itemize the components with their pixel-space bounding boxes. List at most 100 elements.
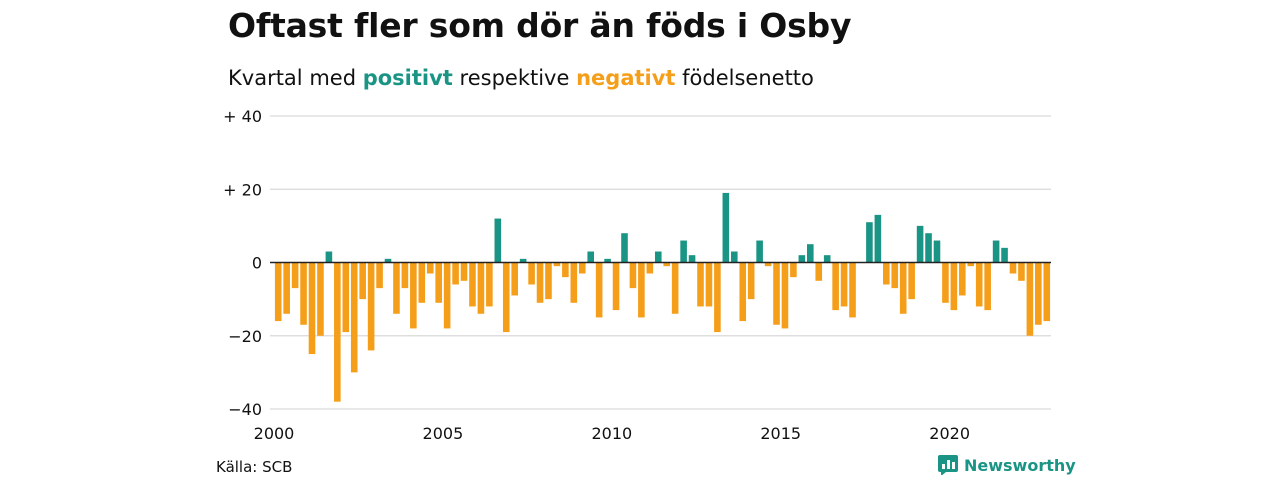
bar-negative xyxy=(1026,262,1034,336)
bar-negative xyxy=(950,262,958,311)
subtitle-prefix: Kvartal med xyxy=(228,66,357,90)
bar-positive xyxy=(916,225,924,263)
x-tick-label: 2010 xyxy=(591,424,632,443)
subtitle-positive-word: positivt xyxy=(362,66,453,90)
bar-negative xyxy=(367,262,375,351)
bar-negative xyxy=(891,262,899,289)
bar-negative xyxy=(443,262,451,329)
bar-chart-icon xyxy=(938,455,958,475)
bar-negative xyxy=(764,262,772,267)
bar-positive xyxy=(621,233,628,263)
bar-negative xyxy=(401,262,409,289)
bar-negative xyxy=(536,262,544,303)
bar-negative xyxy=(469,262,476,307)
bar-negative xyxy=(570,262,578,303)
subtitle-negative-word: negativt xyxy=(576,66,676,90)
bar-negative xyxy=(815,262,823,281)
bar-negative xyxy=(739,262,747,322)
bar-negative xyxy=(410,262,417,329)
bar-negative xyxy=(334,262,341,402)
x-tick-label: 2000 xyxy=(254,424,295,443)
bar-negative xyxy=(714,262,721,333)
bar-negative xyxy=(697,262,704,307)
bar-negative xyxy=(984,262,991,311)
brand-name: Newsworthy xyxy=(964,455,1076,475)
y-tick-label: + 40 xyxy=(223,107,262,126)
bar-negative xyxy=(376,262,383,289)
bar-positive xyxy=(680,240,687,263)
bar-negative xyxy=(452,262,459,285)
bar-positive xyxy=(654,251,662,263)
bar-negative xyxy=(671,262,679,314)
bar-negative xyxy=(274,262,282,322)
bar-negative xyxy=(477,262,485,314)
bar-negative xyxy=(418,262,426,303)
bar-negative xyxy=(595,262,603,318)
bar-positive xyxy=(494,218,502,263)
bar-positive xyxy=(519,258,527,263)
bar-negative xyxy=(832,262,839,311)
bar-negative xyxy=(849,262,856,318)
bar-negative xyxy=(426,262,434,274)
bar-negative xyxy=(781,262,789,329)
bar-positive xyxy=(730,251,738,263)
bar-negative xyxy=(502,262,510,333)
y-tick-label: −20 xyxy=(228,327,262,346)
bar-positive xyxy=(325,251,333,263)
bar-negative xyxy=(1009,262,1017,274)
subtitle-suffix: födelsenetto xyxy=(682,66,814,90)
bar-negative xyxy=(1043,262,1051,322)
bar-negative xyxy=(545,262,552,300)
bar-negative xyxy=(528,262,535,285)
bar-negative xyxy=(350,262,358,373)
bar-negative xyxy=(773,262,780,325)
source-note: Källa: SCB xyxy=(216,458,293,476)
bar-negative xyxy=(283,262,290,314)
y-tick-label: 0 xyxy=(252,254,262,273)
bar-positive xyxy=(874,214,882,263)
chart-title: Oftast fler som dör än föds i Osby xyxy=(228,6,852,45)
bar-positive xyxy=(933,240,941,263)
bar-positive xyxy=(992,240,1000,263)
bar-negative xyxy=(359,262,366,300)
bar-negative xyxy=(942,262,949,303)
y-tick-label: −40 xyxy=(228,400,262,419)
bar-negative xyxy=(638,262,645,318)
bar-negative xyxy=(899,262,907,314)
bar-negative xyxy=(612,262,620,311)
bar-negative xyxy=(883,262,890,285)
bar-negative xyxy=(908,262,915,300)
bar-negative xyxy=(975,262,983,307)
bar-negative xyxy=(342,262,350,333)
bar-positive xyxy=(866,222,873,263)
bar-positive xyxy=(604,258,611,263)
bar-positive xyxy=(688,255,696,263)
bar-negative xyxy=(840,262,848,307)
bar-positive xyxy=(807,244,814,263)
bar-negative xyxy=(1018,262,1025,281)
brand-logo: Newsworthy xyxy=(938,455,1076,475)
bar-negative xyxy=(629,262,637,289)
bar-negative xyxy=(578,262,586,274)
x-tick-label: 2015 xyxy=(760,424,801,443)
bar-negative xyxy=(511,262,518,296)
bar-positive xyxy=(384,258,392,263)
bar-negative xyxy=(300,262,307,325)
x-tick-label: 2005 xyxy=(423,424,464,443)
bar-positive xyxy=(587,251,595,263)
bar-negative xyxy=(486,262,493,307)
bar-negative xyxy=(291,262,299,289)
bar-negative xyxy=(393,262,400,314)
bar-negative xyxy=(553,262,561,267)
bar-negative xyxy=(790,262,797,278)
bar-positive xyxy=(1001,247,1008,263)
bar-negative xyxy=(705,262,713,307)
bar-negative xyxy=(959,262,966,296)
bar-positive xyxy=(756,240,763,263)
chart-subtitle: Kvartal med positivt respektive negativt… xyxy=(228,66,814,90)
subtitle-middle: respektive xyxy=(459,66,570,90)
bar-negative xyxy=(1035,262,1042,325)
bar-negative xyxy=(562,262,569,278)
bar-positive xyxy=(823,255,831,263)
